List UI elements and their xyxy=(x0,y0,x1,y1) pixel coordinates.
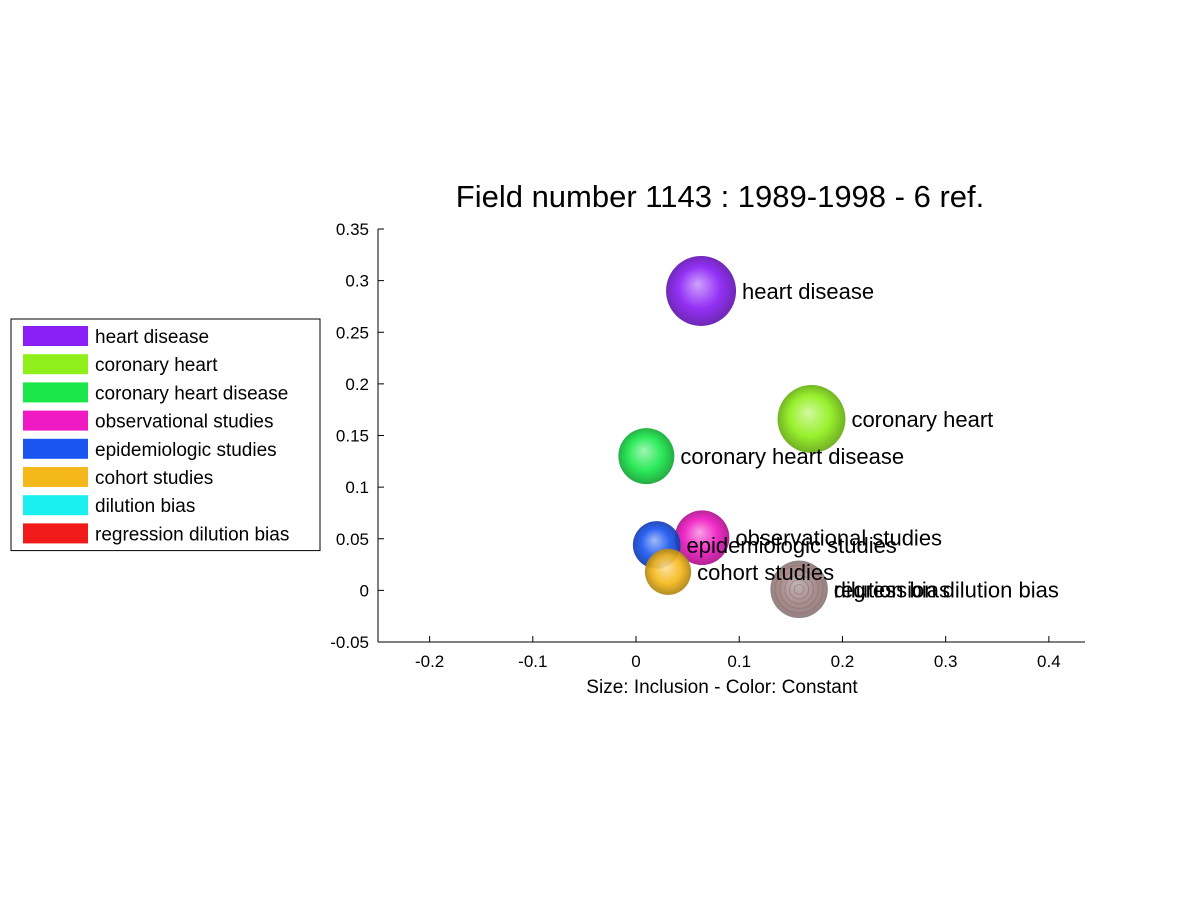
legend-swatch xyxy=(23,438,88,459)
x-tick-label: -0.1 xyxy=(518,652,547,671)
legend-swatch xyxy=(23,354,88,375)
x-tick-label: 0.3 xyxy=(934,652,958,671)
bubble-label: observational studies xyxy=(735,526,942,551)
bubble xyxy=(618,428,675,485)
y-tick-label: 0 xyxy=(360,581,369,600)
bubble xyxy=(666,255,737,326)
x-tick-label: 0 xyxy=(631,652,640,671)
bubble-label: heart disease xyxy=(742,279,874,304)
y-tick-label: 0.25 xyxy=(336,323,369,342)
x-tick-label: 0.2 xyxy=(831,652,855,671)
axes: -0.05 0 0.05 0.1 0.15 0.2 0.25 0.3 0.35 -0.2 -0.1 0… xyxy=(330,220,1085,671)
legend-swatch xyxy=(23,326,88,346)
legend-swatch xyxy=(23,467,88,487)
bubble-ring xyxy=(793,584,805,595)
y-tick-label: 0.35 xyxy=(336,220,369,239)
bubble-label: coronary heart disease xyxy=(680,444,904,469)
legend-entry: heart disease xyxy=(95,327,209,348)
bubble-label: cohort studies xyxy=(697,560,834,585)
legend-entry: epidemiologic studies xyxy=(95,440,277,461)
x-tick-label: 0.1 xyxy=(727,652,751,671)
bubble-label: regression dilution bias xyxy=(834,577,1059,602)
legend-entry: regression dilution bias xyxy=(95,524,289,545)
y-tick-label: 0.3 xyxy=(345,272,369,291)
bubble-label: dilution bias xyxy=(834,577,950,602)
legend-entry: cohort studies xyxy=(95,468,213,489)
bubble xyxy=(644,548,692,595)
legend: heart disease coronary heart coronary hear… xyxy=(10,318,321,552)
legend-swatch xyxy=(23,410,88,431)
legend-swatch xyxy=(23,495,88,516)
bubble-overlap-shade xyxy=(770,560,828,619)
legend-entry: observational studies xyxy=(95,412,274,433)
bubble-ring xyxy=(784,574,814,605)
x-axis-label: Size: Inclusion - Color: Constant xyxy=(586,677,858,698)
y-tick-label: 0.05 xyxy=(336,530,369,549)
legend-entry: dilution bias xyxy=(95,496,195,517)
bubbles xyxy=(618,255,846,619)
bubble-labels: heart disease coronary heart coronary hear… xyxy=(680,279,1058,602)
bubble xyxy=(777,385,846,453)
y-tick-label: 0.1 xyxy=(345,478,369,497)
bubble xyxy=(674,510,730,566)
bubble-ring xyxy=(789,579,810,600)
chart-title: Field number 1143 : 1989-1998 - 6 ref. xyxy=(456,179,984,214)
x-tick-label: 0.4 xyxy=(1037,652,1061,671)
bubble-label: coronary heart xyxy=(851,407,993,432)
legend-swatch xyxy=(23,382,88,403)
bubble-ring xyxy=(774,564,824,614)
x-tick-label: -0.2 xyxy=(415,652,444,671)
y-tick-label: 0.2 xyxy=(345,375,369,394)
y-tick-label: 0.15 xyxy=(336,427,369,446)
bubble-label: epidemiologic studies xyxy=(686,533,896,558)
legend-swatch xyxy=(23,523,88,544)
bubble-ring xyxy=(779,569,819,609)
bubble xyxy=(770,560,828,619)
y-tick-label: -0.05 xyxy=(330,633,369,652)
legend-entry: coronary heart disease xyxy=(95,383,288,404)
legend-entry: coronary heart xyxy=(95,355,218,376)
